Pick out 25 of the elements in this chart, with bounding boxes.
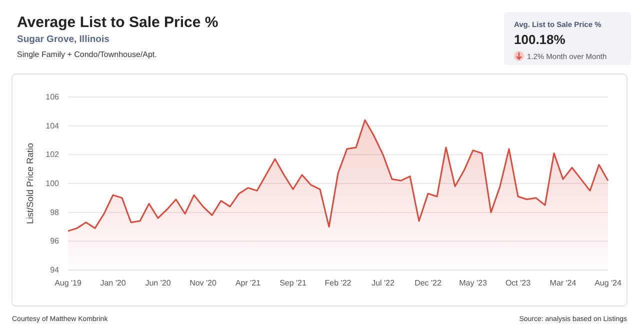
x-tick-label: Aug '24 <box>594 278 622 288</box>
x-tick-label: Jun '20 <box>145 278 172 288</box>
x-tick-label: Dec '22 <box>414 278 442 288</box>
x-tick-label: May '23 <box>459 278 488 288</box>
chart-subtitle: Sugar Grove, Illinois <box>17 34 110 45</box>
x-tick-label: Feb '22 <box>324 278 352 288</box>
y-tick-label: 104 <box>46 121 60 130</box>
x-tick-label: Nov '20 <box>190 278 217 288</box>
y-tick-label: 106 <box>46 92 60 102</box>
y-tick-label: 94 <box>50 266 60 275</box>
x-tick-label: Oct '23 <box>505 278 532 288</box>
x-tick-label: Sep '21 <box>280 278 307 288</box>
x-tick-label: Apr '21 <box>235 278 262 288</box>
x-tick-label: Jan '20 <box>100 278 126 288</box>
y-tick-label: 102 <box>46 150 60 160</box>
y-tick-label: 100 <box>46 179 60 188</box>
text: 100.18% <box>514 32 566 47</box>
x-tick-label: Mar '24 <box>550 278 577 288</box>
x-tick-label: Aug '19 <box>54 278 82 288</box>
x-tick-label: Jul '22 <box>372 278 395 288</box>
y-tick-label: 98 <box>50 208 60 217</box>
y-tick-label: 96 <box>50 236 60 246</box>
chart-title: Average List to Sale Price % <box>17 14 218 31</box>
text: Single Family + Condo/Townhouse/Apt. <box>17 50 157 59</box>
y-axis-title: List/Sold Price Ratio <box>25 142 35 224</box>
